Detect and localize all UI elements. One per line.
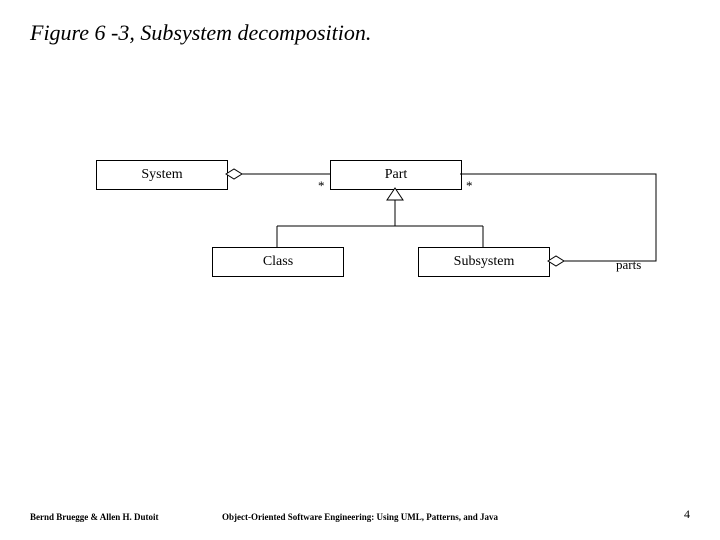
edge-generalization (277, 188, 483, 247)
generalization-triangle-icon (387, 188, 403, 200)
footer-author: Bernd Bruegge & Allen H. Dutoit (30, 512, 159, 522)
edge-subsystem-parts (460, 174, 656, 266)
aggregation-diamond-icon (226, 169, 242, 179)
diagram-connectors (0, 0, 720, 540)
footer-page-number: 4 (684, 507, 690, 522)
edge-polyline (460, 174, 656, 261)
footer-title: Object-Oriented Software Engineering: Us… (222, 512, 498, 522)
edge-system-part (226, 169, 330, 179)
aggregation-diamond-icon (548, 256, 564, 266)
